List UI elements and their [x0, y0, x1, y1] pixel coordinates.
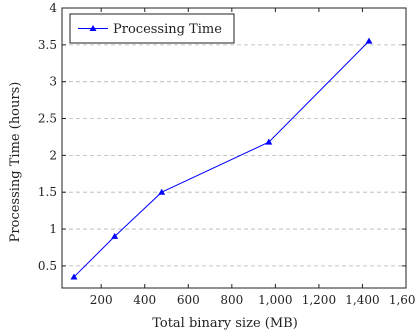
y-tick-label: 2	[49, 148, 57, 162]
x-tick-label: 800	[220, 293, 243, 307]
y-tick-label: 3.5	[38, 38, 57, 52]
x-tick-label: 400	[133, 293, 156, 307]
x-tick-label: 1,400	[345, 293, 379, 307]
data-point-marker	[111, 232, 119, 239]
legend-label: Processing Time	[113, 22, 222, 37]
y-tick-label: 4	[49, 1, 57, 15]
series-lines	[70, 37, 373, 280]
x-tick-label: 1,600	[389, 293, 415, 307]
y-tick-label: 2.5	[38, 112, 57, 126]
x-tick-label: 200	[90, 293, 113, 307]
legend-triangle-marker	[89, 25, 97, 31]
data-point-marker	[265, 138, 273, 145]
y-tick-label: 3	[49, 75, 57, 89]
x-tick-label: 1,000	[258, 293, 292, 307]
series-line	[73, 40, 370, 278]
data-point-marker	[158, 188, 166, 195]
x-tick-label: 1,200	[302, 293, 336, 307]
axis-ticks: 0.5 1 1.5 2 2.5 3 3.5 4 200 400 600 800 1,000 1,200 1,…	[38, 1, 415, 307]
y-tick-label: 1.5	[38, 185, 57, 199]
y-axis-label: Processing Time (hours)	[8, 82, 23, 243]
y-tick-label: 0.5	[38, 259, 57, 273]
grid-lines	[62, 7, 406, 267]
x-tick-label: 600	[177, 293, 200, 307]
plot-area-frame	[61, 7, 407, 289]
y-tick-label: 1	[49, 222, 57, 236]
data-point-marker	[365, 37, 373, 44]
x-axis-label: Total binary size (MB)	[152, 316, 298, 331]
legend: Processing Time	[69, 13, 235, 44]
data-point-marker	[70, 273, 78, 280]
